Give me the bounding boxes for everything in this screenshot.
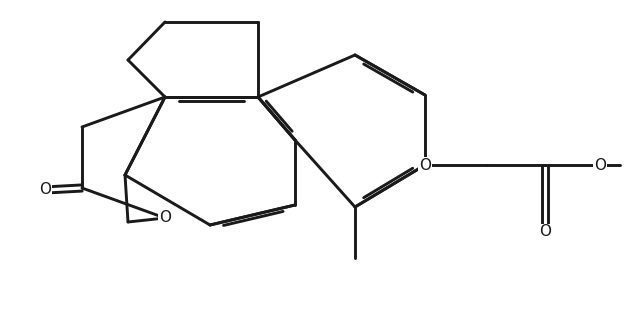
Text: O: O <box>39 182 51 198</box>
Text: O: O <box>159 210 171 226</box>
Text: O: O <box>419 158 431 173</box>
Text: O: O <box>594 158 606 173</box>
Text: O: O <box>539 225 551 239</box>
